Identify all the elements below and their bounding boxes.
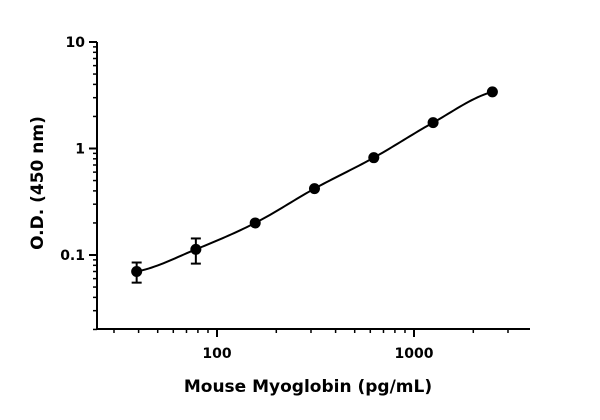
x-tick-label: 1000 — [395, 346, 434, 362]
data-points-layer — [131, 86, 498, 284]
x-axis-label: Mouse Myoglobin (pg/mL) — [184, 377, 432, 397]
fit-curve-layer — [136, 90, 493, 273]
data-point — [190, 243, 202, 255]
data-point — [308, 183, 320, 195]
y-tick-label: 0.1 — [60, 248, 85, 264]
axes: 0.1 1 10 100 1000 — [60, 35, 530, 362]
data-point — [486, 86, 498, 98]
x-tick-label: 100 — [202, 346, 231, 362]
fit-curve — [136, 90, 493, 273]
y-tick-label: 1 — [75, 142, 85, 158]
y-axis-label: O.D. (450 nm) — [28, 116, 48, 250]
data-point — [368, 152, 380, 164]
data-point — [249, 217, 261, 229]
data-point — [131, 265, 143, 277]
data-point — [427, 117, 439, 129]
y-tick-label: 10 — [66, 35, 86, 51]
